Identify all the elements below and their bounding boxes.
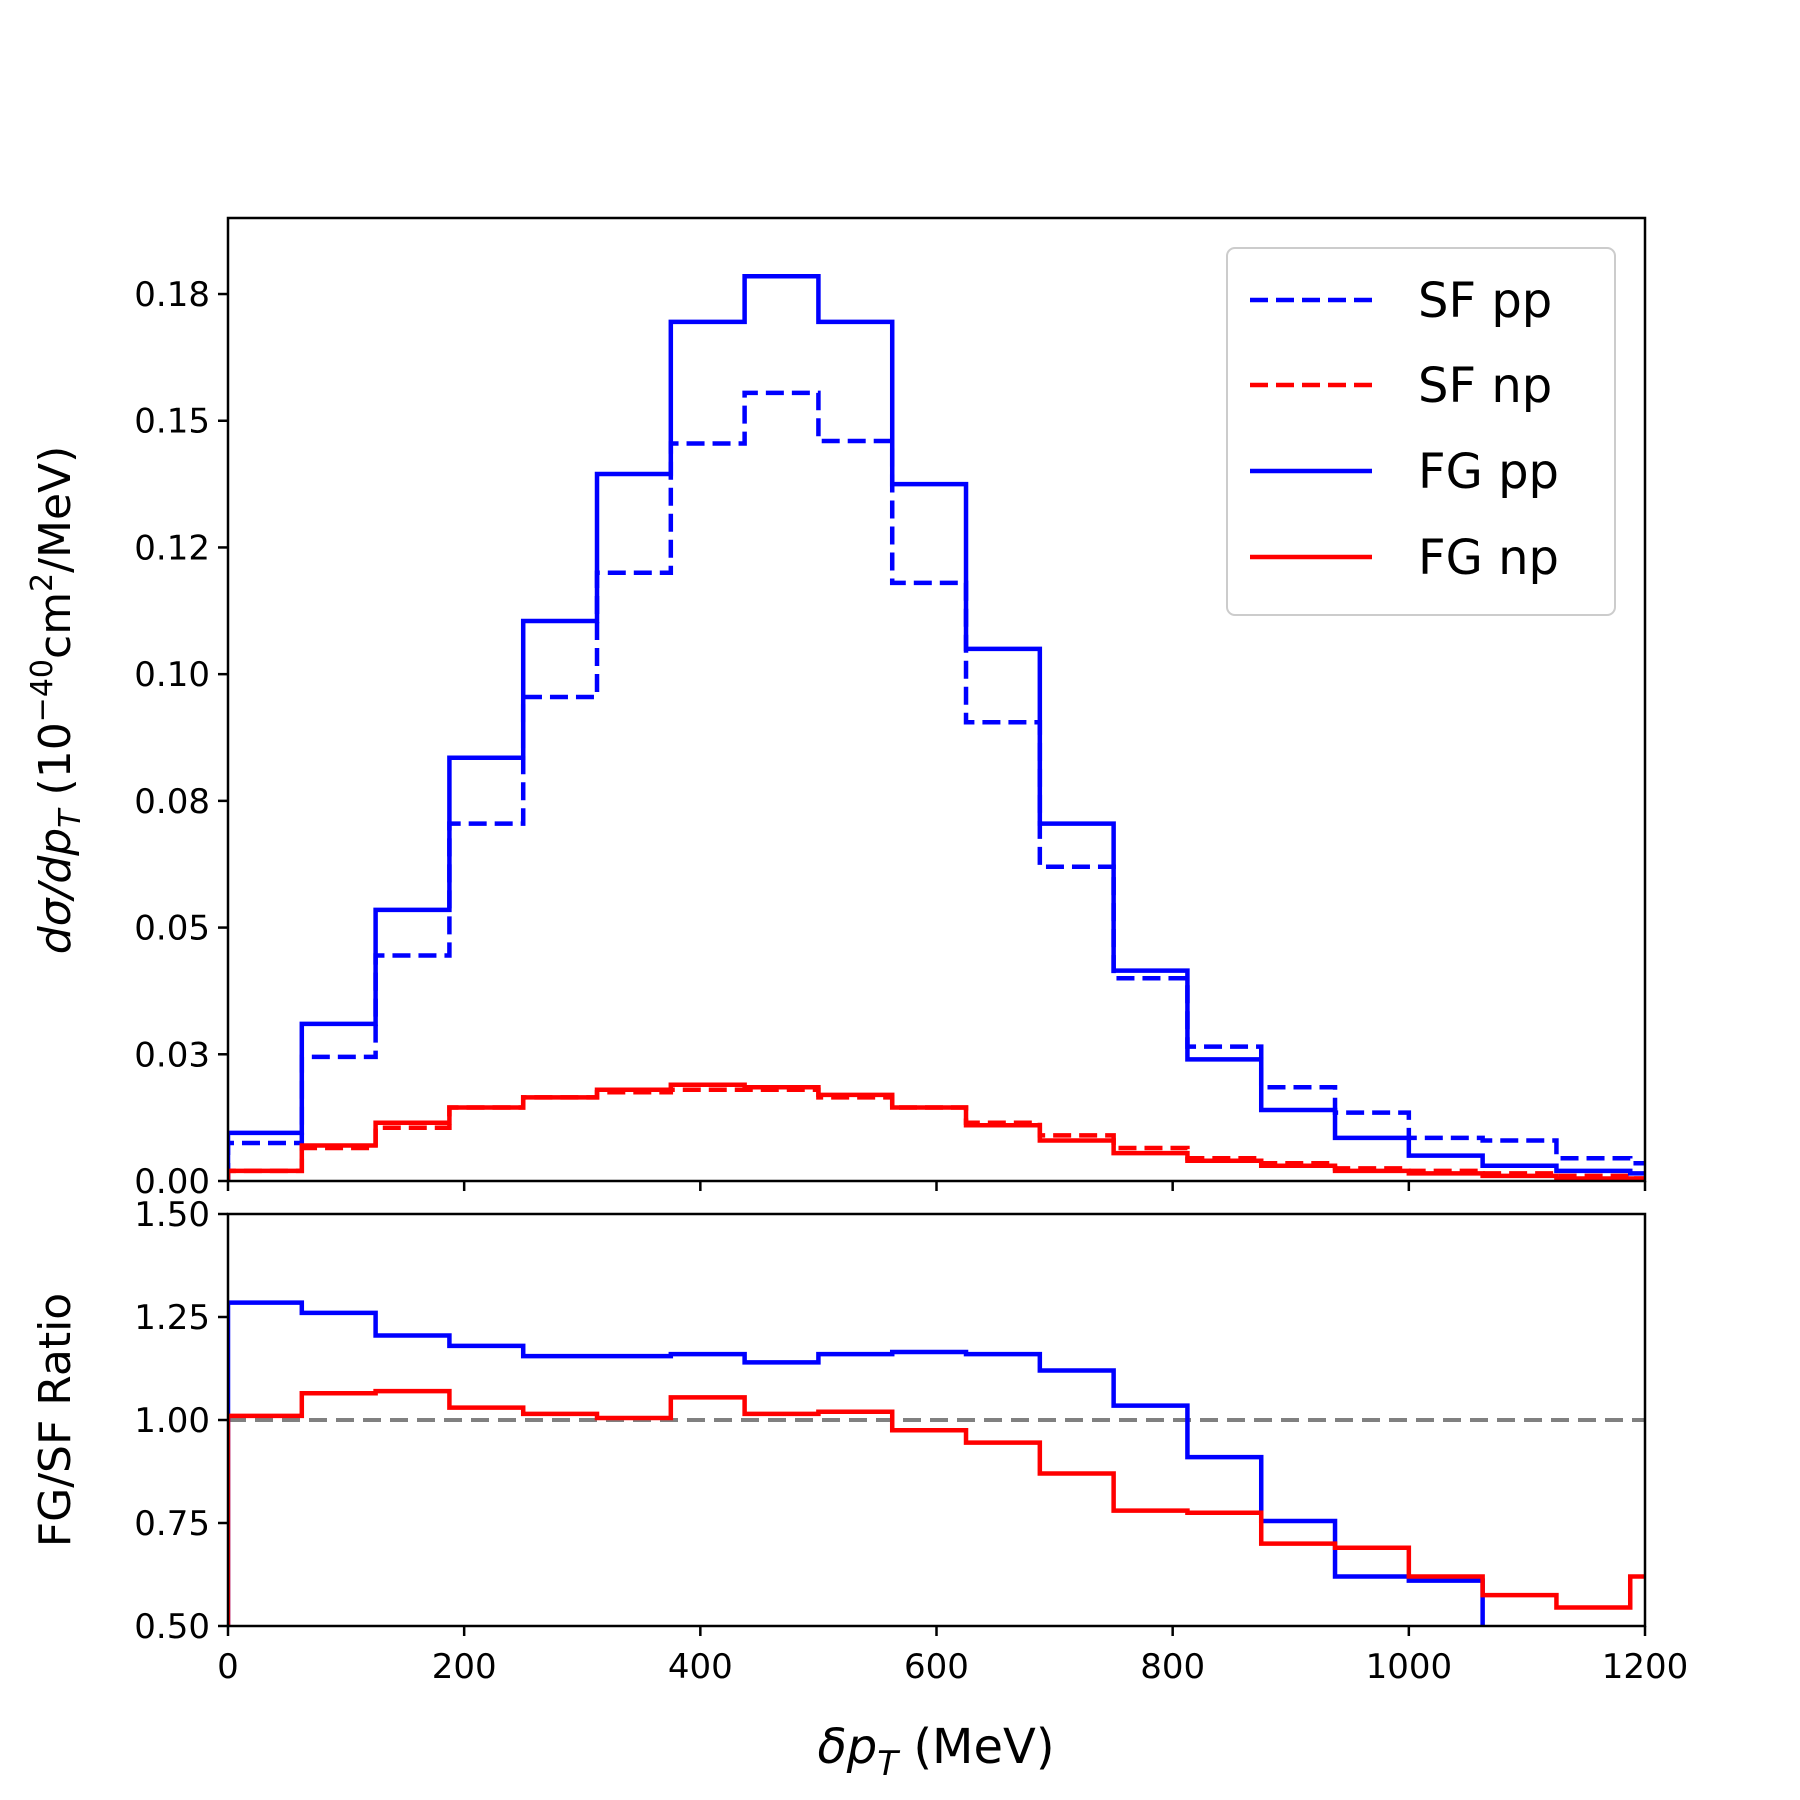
top-series-fg-np	[228, 1082, 1645, 1181]
bottom-y-tick-label: 0.75	[134, 1504, 210, 1544]
bottom-y-tick-label: 1.25	[134, 1298, 210, 1338]
top-y-tick-label: 0.00	[134, 1162, 210, 1202]
legend-frame	[1226, 247, 1616, 616]
top-y-tick-label: 0.10	[134, 655, 210, 695]
bottom-y-tick-label: 0.50	[134, 1607, 210, 1647]
legend-label-sf-pp: SF pp	[1418, 273, 1552, 329]
x-axis-label: δpT (MeV)	[817, 1719, 1054, 1784]
bottom-series-pp-ratio	[228, 1300, 1485, 1626]
top-series-fg-pp	[228, 274, 1645, 1181]
legend-label-fg-np: FG np	[1418, 530, 1559, 586]
top-y-tick-label: 0.08	[134, 782, 210, 822]
legend-label-fg-pp: FG pp	[1418, 444, 1559, 500]
top-panel-ticks: 0.00 0.03 0.05 0.08 0.10 0.12 0.15 0.18	[134, 275, 1647, 1202]
legend-label-sf-np: SF np	[1418, 358, 1552, 414]
bottom-x-tick-label: 0	[217, 1647, 239, 1687]
bottom-x-tick-label: 1000	[1366, 1647, 1453, 1687]
bottom-series-np-ratio	[228, 1388, 1645, 1626]
top-y-tick-label: 0.05	[134, 909, 210, 949]
bottom-x-tick-label: 200	[432, 1647, 497, 1687]
top-y-tick-label: 0.12	[134, 528, 210, 568]
bottom-x-tick-label: 800	[1140, 1647, 1205, 1687]
bottom-y-tick-label: 1.00	[134, 1401, 210, 1441]
bottom-panel-series	[228, 1300, 1645, 1626]
top-panel-series	[228, 274, 1645, 1181]
bottom-y-axis-label: FG/SF Ratio	[30, 1293, 81, 1547]
top-series-sf-np	[228, 1087, 1645, 1181]
top-y-tick-label: 0.18	[134, 275, 210, 315]
bottom-x-tick-label: 400	[668, 1647, 733, 1687]
top-y-tick-label: 0.15	[134, 402, 210, 442]
bottom-panel-ticks: 0.50 0.75 1.00 1.25 1.50 0 200 400 600 800 1000 120…	[134, 1195, 1688, 1687]
bottom-x-tick-label: 1200	[1602, 1647, 1689, 1687]
legend: SF pp SF np FG pp FG np	[1226, 247, 1616, 616]
bottom-y-tick-label: 1.50	[134, 1195, 210, 1235]
bottom-x-tick-label: 600	[904, 1647, 969, 1687]
top-y-axis-label: dσ/dpT (10−40cm2/MeV)	[25, 446, 88, 955]
top-y-tick-label: 0.03	[134, 1035, 210, 1075]
